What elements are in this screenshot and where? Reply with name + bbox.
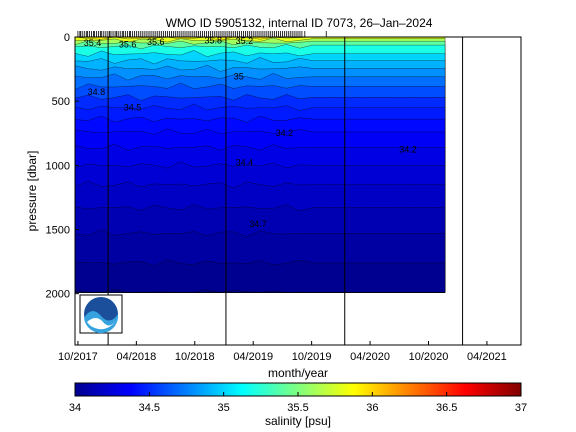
y-tick-label: 1000 [46, 160, 70, 172]
x-tick-label: 04/2021 [467, 351, 507, 363]
colorbar-tick-label: 34 [69, 402, 81, 414]
contour-label: 34.4 [236, 157, 254, 167]
salinity-band [75, 259, 446, 293]
chart-title: WMO ID 5905132, internal ID 7073, 26–Jan… [166, 16, 433, 30]
contour-label: 34.2 [399, 145, 417, 155]
contour-label: 35.4 [84, 38, 102, 48]
x-tick-label: 04/2018 [116, 351, 156, 363]
colorbar-tick-label: 35 [218, 402, 230, 414]
x-tick-label: 10/2017 [58, 351, 98, 363]
plot-frame [74, 36, 522, 346]
contour-label: 34.7 [249, 219, 267, 229]
x-tick-label: 10/2018 [175, 351, 215, 363]
colorbar-tick-label: 34.5 [139, 402, 160, 414]
x-axis-label: month/year [268, 366, 328, 380]
x-tick-label: 04/2020 [350, 351, 390, 363]
colorbar-tick-label: 35.5 [287, 402, 308, 414]
noaa-logo [79, 294, 123, 334]
y-tick-label: 2000 [46, 289, 70, 301]
x-tick-label: 04/2019 [233, 351, 273, 363]
contour-label: 35.6 [119, 39, 137, 49]
contour-label: 35.2 [236, 36, 254, 46]
colorbar-tick-label: 36.5 [436, 402, 457, 414]
y-axis-label: pressure [dbar] [25, 151, 39, 232]
x-tick-label: 10/2020 [409, 351, 449, 363]
contour-label: 35 [234, 72, 244, 82]
colorbar-label: salinity [psu] [265, 414, 331, 428]
y-tick-label: 1500 [46, 225, 70, 237]
colorbar-tick-label: 37 [515, 402, 527, 414]
y-tick-label: 500 [52, 96, 70, 108]
contour-label: 34.5 [124, 102, 142, 112]
contour-label: 34.2 [276, 128, 294, 138]
colorbar-tick-label: 36 [366, 402, 378, 414]
contour-label: 35.8 [205, 36, 223, 46]
salinity-band [75, 288, 446, 293]
contour-label: 34.8 [88, 87, 106, 97]
contour-label: 35.6 [147, 37, 165, 47]
x-tick-label: 10/2019 [292, 351, 332, 363]
y-tick-label: 0 [64, 32, 70, 44]
